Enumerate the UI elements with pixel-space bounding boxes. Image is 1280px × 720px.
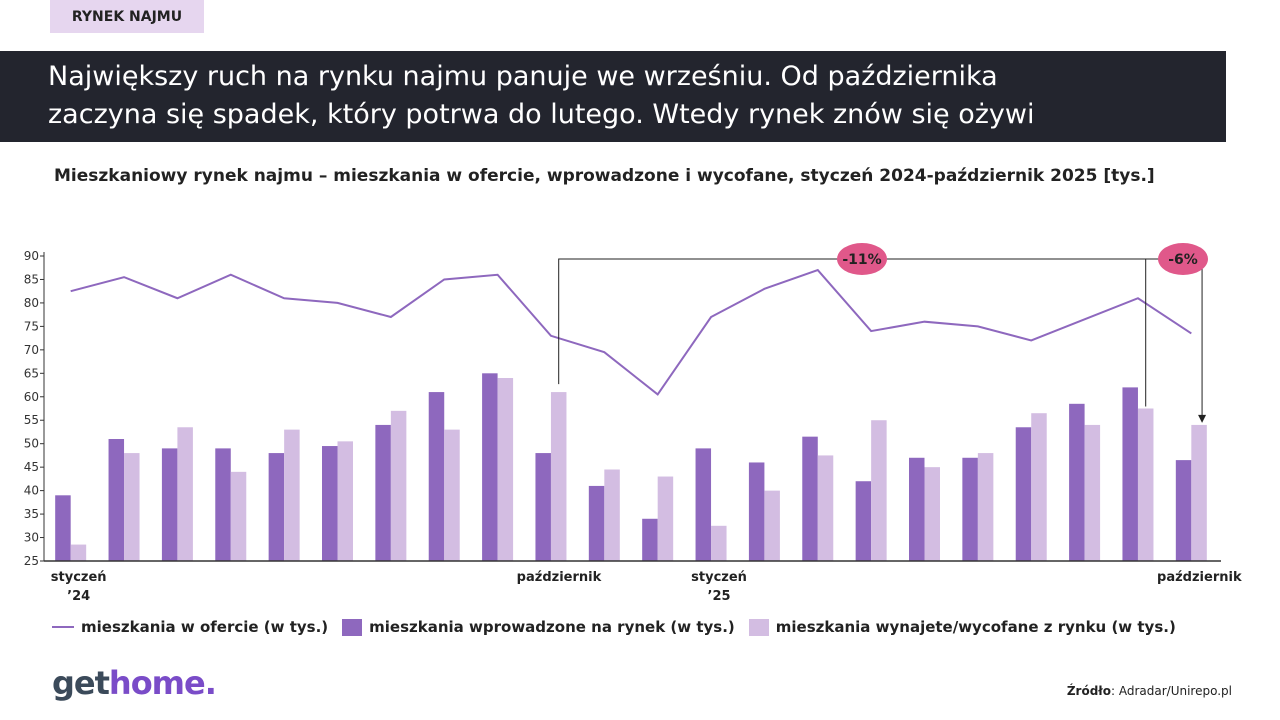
bar-introduced	[161, 448, 178, 561]
bar-introduced	[108, 439, 125, 561]
bar-withdrawn	[70, 544, 87, 561]
legend: mieszkania w ofercie (w tys.) mieszkania…	[52, 618, 1176, 636]
legend-swatch	[748, 618, 769, 636]
bar-withdrawn	[1191, 424, 1207, 561]
bar-withdrawn	[604, 469, 620, 561]
y-tick-label: 65	[24, 366, 39, 380]
bar-introduced	[909, 457, 925, 561]
bar-introduced	[428, 392, 445, 561]
change-badge-label: -11%	[842, 252, 881, 268]
bar-withdrawn	[711, 525, 727, 561]
change-badge	[1158, 243, 1208, 275]
bar-introduced	[268, 453, 285, 561]
bar-withdrawn	[1084, 424, 1101, 561]
source-text: : Adradar/Unirepo.pl	[1111, 684, 1232, 698]
y-tick-label: 60	[24, 390, 39, 404]
section-tag: RYNEK NAJMU	[50, 0, 204, 33]
bar-introduced	[215, 448, 231, 561]
y-tick-label: 50	[24, 437, 39, 451]
legend-label: mieszkania wynajete/wycofane z rynku (w …	[775, 618, 1176, 636]
chart-title: Mieszkaniowy rynek najmu – mieszkania w …	[54, 166, 1155, 186]
x-tick-year: ’25	[708, 589, 731, 604]
y-tick-label: 80	[24, 296, 39, 310]
bar-withdrawn	[337, 441, 353, 561]
bar-withdrawn	[817, 455, 834, 561]
y-tick-label: 75	[24, 319, 39, 333]
change-badge-label: -6%	[1168, 252, 1198, 268]
y-tick-label: 30	[24, 531, 39, 545]
bar-withdrawn	[657, 476, 674, 561]
bar-withdrawn	[924, 467, 940, 561]
logo-dot: .	[204, 664, 217, 702]
x-tick-label: styczeń	[691, 570, 747, 585]
bar-withdrawn	[230, 471, 247, 561]
x-tick-label: październik	[517, 570, 602, 585]
bar-withdrawn	[124, 453, 140, 561]
bar-introduced	[855, 481, 872, 561]
legend-item-offer: mieszkania w ofercie (w tys.)	[52, 618, 328, 636]
bar-withdrawn	[390, 410, 407, 561]
bar-withdrawn	[284, 429, 300, 561]
bar-withdrawn	[1031, 413, 1047, 561]
line-offer	[70, 268, 1192, 396]
logo-part: get	[52, 664, 110, 702]
bar-introduced	[695, 448, 712, 561]
bar-withdrawn	[871, 420, 887, 561]
legend-label: mieszkania wprowadzone na rynek (w tys.)	[369, 618, 735, 636]
bar-introduced	[1015, 427, 1032, 561]
y-tick-label: 45	[24, 460, 39, 474]
bar-withdrawn	[497, 378, 514, 561]
bar-introduced	[1122, 387, 1138, 561]
legend-line-swatch	[52, 626, 74, 628]
bar-withdrawn	[977, 453, 994, 561]
bar-withdrawn	[177, 427, 193, 561]
logo-part: home	[108, 664, 206, 702]
bar-introduced	[1175, 460, 1192, 561]
source-label: Źródło	[1066, 684, 1111, 698]
headline-line-1: Największy ruch na rynku najmu panuje we…	[48, 61, 998, 92]
bar-withdrawn	[1137, 408, 1154, 561]
source-note: Źródło: Adradar/Unirepo.pl	[1067, 684, 1232, 698]
bar-introduced	[1069, 403, 1085, 561]
bar-withdrawn	[444, 429, 460, 561]
bar-introduced	[642, 518, 658, 561]
headline: Największy ruch na rynku najmu panuje we…	[0, 51, 1226, 142]
bar-withdrawn	[764, 490, 780, 561]
bar-introduced	[535, 453, 551, 561]
y-tick-label: 25	[24, 554, 39, 568]
bar-introduced	[55, 495, 71, 561]
legend-item-withdrawn: mieszkania wynajete/wycofane z rynku (w …	[748, 618, 1176, 636]
y-tick-label: 55	[24, 413, 39, 427]
bar-introduced	[588, 485, 605, 561]
legend-item-introduced: mieszkania wprowadzone na rynek (w tys.)	[342, 618, 735, 636]
y-tick-label: 90	[24, 249, 39, 263]
arrow-icon	[1198, 414, 1207, 423]
bar-introduced	[375, 424, 391, 561]
bar-introduced	[962, 457, 978, 561]
bar-introduced	[802, 436, 818, 561]
bar-introduced	[748, 462, 765, 561]
bar-introduced	[482, 373, 498, 561]
gethome-logo: gethome.	[52, 664, 217, 702]
y-tick-label: 70	[24, 343, 39, 357]
x-tick-year: ’24	[67, 589, 90, 604]
x-tick-label: październik	[1157, 570, 1242, 585]
y-tick-label: 85	[24, 272, 39, 286]
bar-withdrawn	[550, 392, 567, 561]
bar-introduced	[322, 446, 338, 561]
change-badge	[837, 243, 887, 275]
y-tick-label: 40	[24, 484, 39, 498]
x-tick-label: styczeń	[51, 570, 107, 585]
headline-line-2: zaczyna się spadek, który potrwa do lute…	[48, 99, 1035, 130]
legend-swatch	[342, 618, 363, 636]
y-tick-label: 35	[24, 507, 39, 521]
legend-label: mieszkania w ofercie (w tys.)	[81, 618, 329, 636]
